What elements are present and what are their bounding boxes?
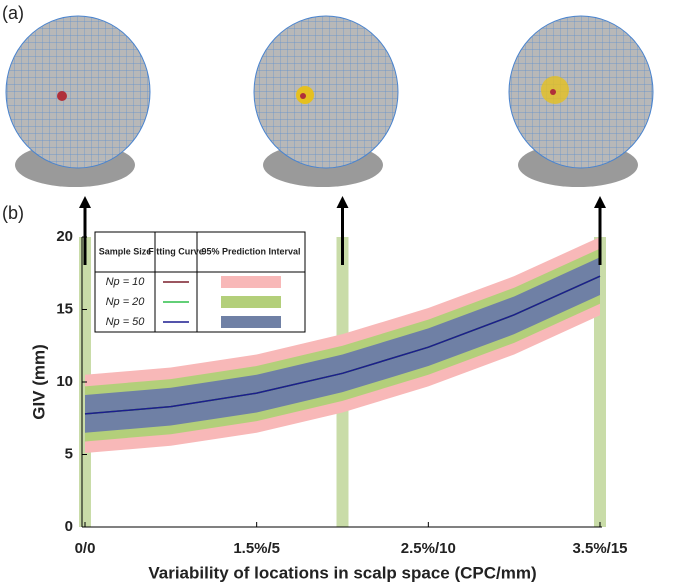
fit-curve xyxy=(84,275,601,415)
x-tick-label: 3.5%/15 xyxy=(572,540,627,557)
arrow-head xyxy=(79,196,91,208)
y-axis-label: GIV (mm) xyxy=(29,344,48,420)
x-tick-label: 1.5%/5 xyxy=(233,540,280,557)
legend-header: Sample Size xyxy=(99,246,152,256)
legend-label: Np = 20 xyxy=(106,296,146,308)
head-image xyxy=(253,15,399,187)
y-tick-label: 10 xyxy=(56,373,73,390)
panel-label: (a) xyxy=(2,3,24,23)
arrow-head xyxy=(594,196,606,208)
x-tick-label: 0/0 xyxy=(75,540,96,557)
head-image xyxy=(508,15,654,187)
x-tick-label: 2.5%/10 xyxy=(401,540,456,557)
prediction-band xyxy=(85,257,600,433)
legend-swatch xyxy=(221,296,281,308)
x-axis-label: Variability of locations in scalp space … xyxy=(148,563,536,582)
legend-header: 95% Prediction Interval xyxy=(201,246,300,256)
panel-label: (b) xyxy=(2,203,24,223)
arrow-head xyxy=(336,196,349,208)
y-tick-label: 5 xyxy=(65,445,73,462)
head-image xyxy=(5,15,151,187)
legend-swatch xyxy=(221,316,281,328)
y-tick-label: 20 xyxy=(56,228,73,245)
legend-label: Np = 10 xyxy=(106,276,146,288)
legend-header: Fitting Curve xyxy=(148,246,204,256)
legend-label: Np = 50 xyxy=(106,316,146,328)
y-tick-label: 0 xyxy=(65,518,73,535)
y-tick-label: 15 xyxy=(56,300,73,317)
legend-swatch xyxy=(221,276,281,288)
